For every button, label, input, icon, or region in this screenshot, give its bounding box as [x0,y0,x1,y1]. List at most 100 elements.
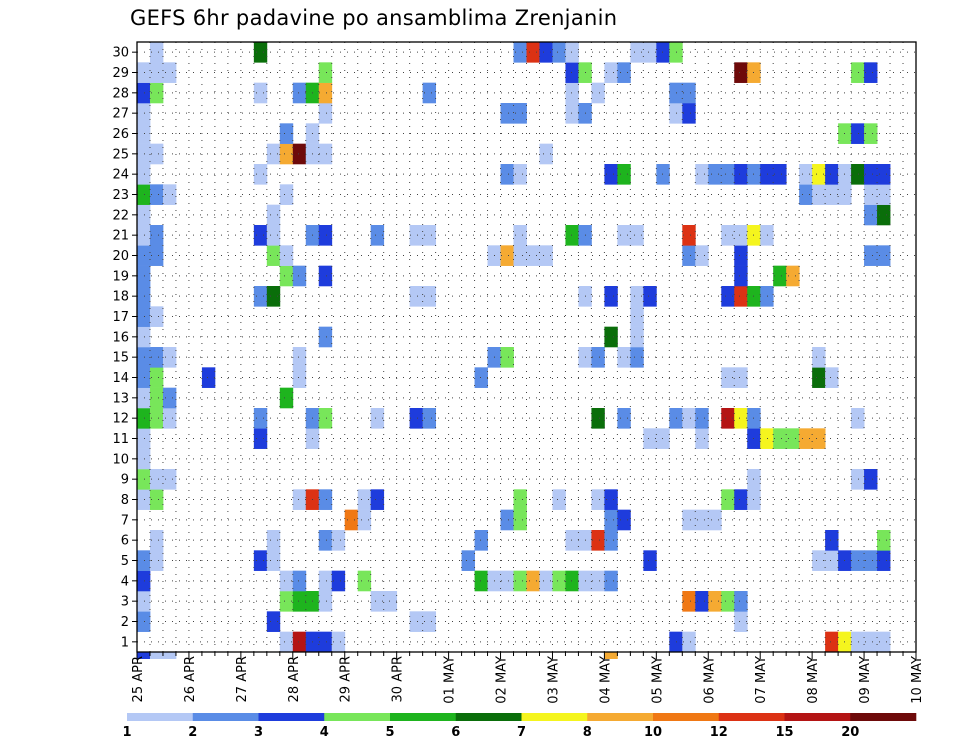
heatmap-cell [318,62,333,83]
x-tick-label: 30 APR [391,656,406,702]
heatmap-cell [591,489,605,510]
heatmap-cell [552,489,566,510]
heatmap-cell [591,347,605,368]
colorbar-label: 15 [775,725,793,740]
heatmap-cell [812,550,826,571]
heatmap-cell [513,489,527,510]
heatmap-cell [539,143,553,165]
heatmap-cell [513,42,527,63]
heatmap-cell [721,489,735,510]
heatmap-cell [630,306,644,327]
heatmap-cell [266,530,281,551]
heatmap-cell [149,347,164,368]
heatmap-cell [137,652,151,659]
heatmap-cell [500,509,514,531]
heatmap-cell [539,570,553,592]
heatmap-cell [513,225,527,246]
x-tick-label: 27 APR [235,656,250,702]
heatmap-cell [786,265,800,287]
heatmap-cell [137,367,151,388]
heatmap-cell [318,143,333,165]
heatmap-cell [526,570,540,592]
colorbar-swatch [850,713,917,721]
heatmap-cell [253,428,268,449]
heatmap-cell [513,509,527,531]
heatmap-cell [682,225,696,246]
heatmap-cell [279,591,294,612]
heatmap-cell [708,164,722,185]
heatmap-cell [604,489,618,510]
heatmap-cell [162,408,177,429]
heatmap-cell [461,550,475,571]
y-tick-label: 22 [112,208,129,223]
heatmap-cell [851,62,865,83]
heatmap-cell [721,164,735,185]
heatmap-cell [565,82,579,104]
heatmap-cell [695,428,709,449]
heatmap-cell [825,530,839,551]
heatmap-cell [604,326,618,348]
heatmap-cell [149,408,164,429]
heatmap-cell [292,570,307,592]
heatmap-cell [799,164,813,185]
heatmap-cell [149,245,164,266]
heatmap-cell [357,570,372,592]
heatmap-cell [721,591,735,612]
colorbar-swatch [258,713,325,721]
heatmap-cell [812,367,826,388]
x-tick-label: 28 APR [287,656,302,702]
heatmap-cell [760,428,774,449]
heatmap-cell [137,164,151,185]
colorbar-label: 10 [644,725,662,740]
heatmap-cell [137,591,151,612]
heatmap-cell [630,42,644,63]
heatmap-cell [137,469,151,490]
x-tick-label: 09 MAY [858,656,873,704]
heatmap-cell [149,225,164,246]
heatmap-cell [734,611,748,632]
grid-lines [136,42,917,652]
heatmap-cell [682,408,696,429]
x-tick-label: 07 MAY [754,656,769,704]
y-tick-label: 21 [112,229,129,244]
heatmap-cell [279,631,294,653]
y-tick-label: 8 [121,493,129,508]
heatmap-cell [812,428,826,449]
heatmap-cell [474,367,488,388]
heatmap-cell [734,408,748,429]
x-tick-label: 26 APR [183,656,198,702]
heatmap-cell [318,408,333,429]
heatmap-cell [279,143,294,165]
y-tick-label: 5 [121,554,129,569]
y-tick-label: 18 [112,290,129,305]
heatmap-cell [253,42,268,63]
heatmap-cell [137,184,151,205]
x-tick-label: 06 MAY [702,656,717,704]
heatmap-cell [266,204,281,226]
heatmap-cell [266,550,281,571]
heatmap-cell [318,326,333,348]
heatmap-cell [812,164,826,185]
heatmap-cell [149,62,164,83]
heatmap-cell [266,611,281,632]
heatmap-cell [721,225,735,246]
colorbar-swatch [587,713,654,721]
heatmap-cell [617,408,631,429]
heatmap-cell [695,245,709,266]
heatmap-cell [318,631,333,653]
heatmap-cell [149,387,164,409]
heatmap-cell [292,367,307,388]
heatmap-cell [513,245,527,266]
heatmap-cell [266,225,281,246]
heatmap-cell [137,306,151,327]
heatmap-cell [422,225,437,246]
heatmap-cell [409,225,424,246]
heatmap-cell [149,306,164,327]
heatmap-cell [864,469,878,490]
heatmap-cell [500,164,514,185]
heatmap-cell [253,164,268,185]
heatmap-cell [565,530,579,551]
heatmap-cell [137,550,151,571]
x-tick-label: 02 MAY [495,656,510,704]
